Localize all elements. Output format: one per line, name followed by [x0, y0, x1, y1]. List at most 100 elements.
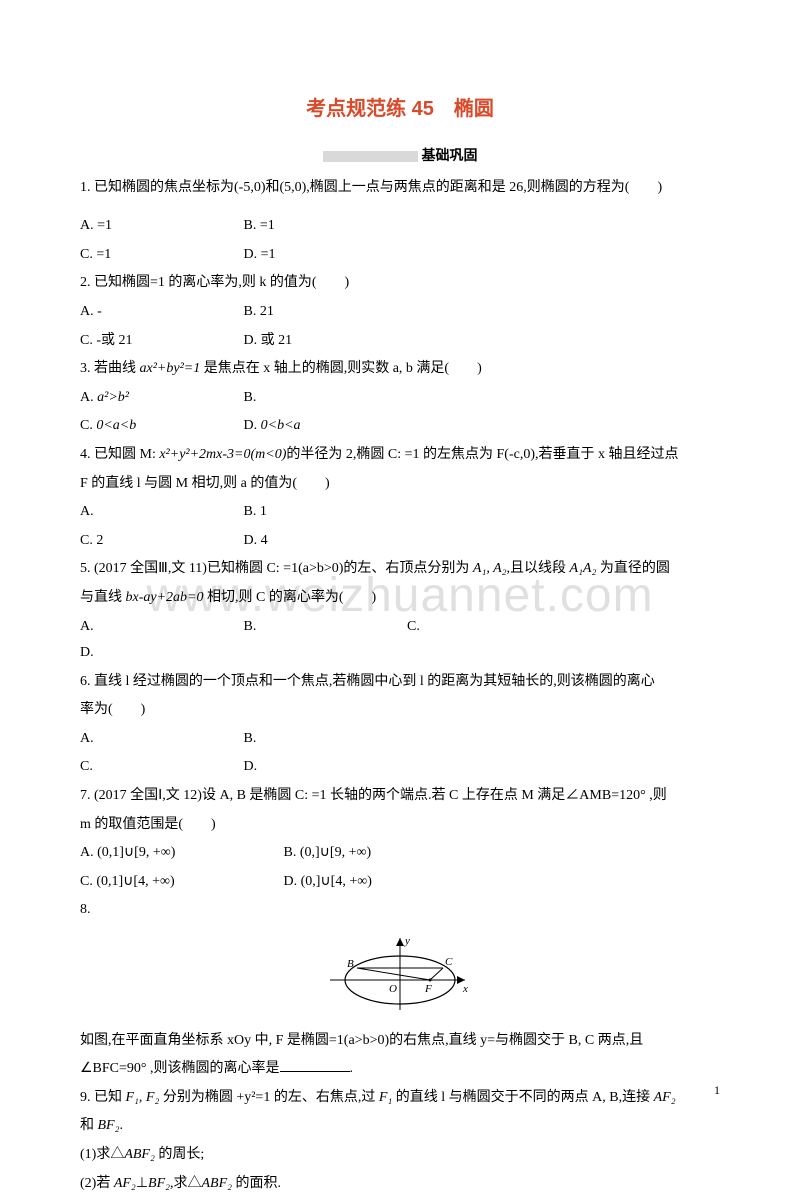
q1-options-row1: A. =1 B. =1 [80, 213, 720, 240]
q7-options-row1: A. (0,1]∪[9, +∞) B. (0,]∪[9, +∞) [80, 840, 720, 867]
q4-expr: x²+y²+2mx-3=0(m<0) [159, 447, 286, 462]
q5-l2-pre: 与直线 [80, 590, 126, 605]
q2-opt-b: B. 21 [244, 299, 404, 326]
q5-mid: ,且以线段 [507, 561, 570, 576]
q1-opt-c: C. =1 [80, 242, 240, 269]
q9-p2-mid: ,求△ [170, 1176, 202, 1191]
q7-opt-a: A. (0,1]∪[9, +∞) [80, 840, 280, 867]
blank-fill [280, 1058, 350, 1072]
q3-options-row1: A. a²>b² B. [80, 385, 720, 412]
question-9-part1: (1)求△ABF₂ 的周长; [80, 1142, 720, 1169]
question-4-line1: 4. 已知圆 M: x²+y²+2mx-3=0(m<0)的半径为 2,椭圆 C:… [80, 442, 720, 469]
q9-p1-pre: (1)求△ [80, 1147, 124, 1162]
question-2: 2. 已知椭圆=1 的离心率为,则 k 的值为( ) [80, 270, 720, 297]
question-7-line1: 7. (2017 全国Ⅰ,文 12)设 A, B 是椭圆 C: =1 长轴的两个… [80, 783, 720, 810]
q2-text: 2. 已知椭圆=1 的离心率为,则 k 的值为( ) [80, 275, 349, 290]
q3-d-expr: 0<b<a [261, 418, 301, 433]
q3-a-expr: a²>b² [97, 390, 129, 405]
q1-opt-a: A. =1 [80, 213, 240, 240]
svg-text:y: y [404, 935, 410, 947]
q9-p2-pre: (2)若 [80, 1176, 114, 1191]
question-9-line1: 9. 已知 F₁, F₂ 分别为椭圆 +y²=1 的左、右焦点,过 F₁ 的直线… [80, 1085, 720, 1112]
q2-options-row1: A. - B. 21 [80, 299, 720, 326]
q4-opt-c: C. 2 [80, 528, 240, 555]
q4-options-row2: C. 2 D. 4 [80, 528, 720, 555]
q4-options-row1: A. B. 1 [80, 499, 720, 526]
q9-bf2: BF₂ [98, 1118, 120, 1133]
question-5-line1: 5. (2017 全国Ⅲ,文 11)已知椭圆 C: =1(a>b>0)的左、右顶… [80, 556, 720, 583]
q3-a-pre: A. [80, 390, 97, 405]
header-bar [323, 151, 418, 162]
svg-text:O: O [389, 983, 397, 995]
q9-p2-post: 的面积. [232, 1176, 281, 1191]
q9-l2-pre: 和 [80, 1118, 98, 1133]
q3-post: 是焦点在 x 轴上的椭圆,则实数 a, b 满足( ) [200, 361, 482, 376]
q1-opt-d: D. =1 [244, 242, 404, 269]
q4-opt-a: A. [80, 499, 240, 526]
q2-opt-a: A. - [80, 299, 240, 326]
q9-p2-perp: ⊥ [136, 1176, 148, 1191]
q3-options-row2: C. 0<a<b D. 0<b<a [80, 413, 720, 440]
q9-f1f2: F₁, F₂ [126, 1090, 160, 1105]
q3-pre: 3. 若曲线 [80, 361, 140, 376]
q6-opt-b: B. [244, 726, 404, 753]
q2-options-row2: C. -或 21 D. 或 21 [80, 328, 720, 355]
question-4-line2: F 的直线 l 与圆 M 相切,则 a 的值为( ) [80, 471, 720, 498]
q9-l2-post: . [119, 1118, 123, 1133]
svg-text:C: C [445, 956, 453, 968]
q4-pre: 4. 已知圆 M: [80, 447, 159, 462]
q7-opt-b: B. (0,]∪[9, +∞) [284, 840, 484, 867]
q6-options-row2: C. D. [80, 754, 720, 781]
q3-opt-b: B. [244, 385, 404, 412]
page-title: 考点规范练 45 椭圆 [80, 90, 720, 128]
svg-text:x: x [462, 983, 468, 995]
q5-opt-d: D. [80, 640, 240, 667]
q3-c-expr: 0<a<b [96, 418, 136, 433]
question-3: 3. 若曲线 ax²+by²=1 是焦点在 x 轴上的椭圆,则实数 a, b 满… [80, 356, 720, 383]
q5-post: 为直径的圆 [596, 561, 670, 576]
q8-l2-pre: ∠BFC=90° ,则该椭圆的离心率是 [80, 1061, 280, 1076]
q2-opt-c: C. -或 21 [80, 328, 240, 355]
question-1: 1. 已知椭圆的焦点坐标为(-5,0)和(5,0),椭圆上一点与两焦点的距离和是… [80, 175, 720, 202]
svg-text:B: B [347, 958, 354, 970]
q4-mid: 的半径为 2,椭圆 C: =1 的左焦点为 F(-c,0),若垂直于 x 轴且经… [286, 447, 678, 462]
q3-c-pre: C. [80, 418, 96, 433]
question-8-line1: 如图,在平面直角坐标系 xOy 中, F 是椭圆=1(a>b>0)的右焦点,直线… [80, 1028, 720, 1055]
q7-opt-c: C. (0,1]∪[4, +∞) [80, 869, 280, 896]
question-6-line2: 率为( ) [80, 697, 720, 724]
q1-options-row2: C. =1 D. =1 [80, 242, 720, 269]
q5-options: A. B. C. D. [80, 614, 720, 667]
q2-opt-d: D. 或 21 [244, 328, 404, 355]
q1-opt-b: B. =1 [244, 213, 404, 240]
q9-mid2: 的直线 l 与椭圆交于不同的两点 A, B,连接 [392, 1090, 653, 1105]
q5-opt-b: B. [244, 614, 404, 641]
q9-p2-a: AF₂ [114, 1176, 136, 1191]
section-label: 基础巩固 [422, 147, 478, 163]
q3-opt-c: C. 0<a<b [80, 413, 240, 440]
q8-l2-post: . [350, 1061, 354, 1076]
q3-opt-d: D. 0<b<a [244, 413, 404, 440]
q4-opt-b: B. 1 [244, 499, 404, 526]
q6-opt-a: A. [80, 726, 240, 753]
section-header: 基础巩固 [80, 142, 720, 169]
q4-opt-d: D. 4 [244, 528, 404, 555]
q5-l2-expr: bx-ay+2ab=0 [126, 590, 204, 605]
q3-d-pre: D. [244, 418, 261, 433]
question-9-part2: (2)若 AF₂⊥BF₂,求△ABF₂ 的面积. [80, 1171, 720, 1197]
q5-pre: 5. (2017 全国Ⅲ,文 11)已知椭圆 C: =1(a>b>0)的左、右顶… [80, 561, 473, 576]
ellipse-diagram: B C O F x y [325, 930, 475, 1015]
q9-pre: 9. 已知 [80, 1090, 126, 1105]
q9-p1-post: 的周长; [155, 1147, 204, 1162]
question-8-num: 8. [80, 897, 720, 924]
q9-af2: AF₂ [654, 1090, 676, 1105]
q6-opt-d: D. [244, 754, 404, 781]
question-7-line2: m 的取值范围是( ) [80, 812, 720, 839]
q9-p2-tri: ABF₂ [202, 1176, 233, 1191]
q7-opt-d: D. (0,]∪[4, +∞) [284, 869, 484, 896]
q5-opt-c: C. [407, 614, 567, 641]
q9-p2-b: BF₂ [148, 1176, 170, 1191]
q5-opt-a: A. [80, 614, 240, 641]
q7-options-row2: C. (0,1]∪[4, +∞) D. (0,]∪[4, +∞) [80, 869, 720, 896]
q8-figure: B C O F x y [80, 930, 720, 1026]
question-6-line1: 6. 直线 l 经过椭圆的一个顶点和一个焦点,若椭圆中心到 l 的距离为其短轴长… [80, 669, 720, 696]
